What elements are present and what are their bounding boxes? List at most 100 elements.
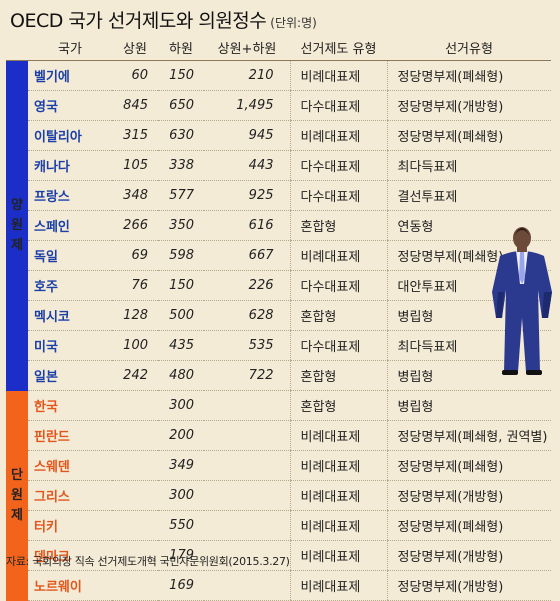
country-cell: 덴마크: [28, 540, 112, 571]
country-cell: 일본: [28, 360, 112, 391]
table-row: 호주 76 150 226 다수대표제 대안투표제: [6, 270, 551, 301]
election-type-cell: 결선투표제: [386, 180, 551, 211]
upper-seats-cell: 845: [112, 90, 158, 121]
lower-seats-cell: 435: [158, 330, 204, 361]
upper-seats-cell: 266: [112, 210, 158, 241]
election-type-cell: 정당명부제(개방형): [386, 90, 551, 121]
upper-seats-cell: 242: [112, 360, 158, 391]
system-cell: 비례대표제: [289, 240, 387, 271]
total-seats-cell: 925: [204, 180, 290, 211]
source-note: 자료: 국회의장 직속 선거제도개혁 국민자문위원회(2015.3.27): [6, 555, 290, 568]
system-cell: 다수대표제: [289, 150, 387, 181]
country-cell: 터키: [28, 510, 112, 541]
country-cell: 영국: [28, 90, 112, 121]
country-cell: 벨기에: [28, 60, 112, 91]
country-cell: 캐나다: [28, 150, 112, 181]
total-seats-cell: 628: [204, 300, 290, 331]
table-row: 독일 69 598 667 비례대표제 정당명부제(폐쇄형): [6, 240, 551, 271]
header-lower: 하원: [158, 34, 204, 61]
total-seats-cell: 535: [204, 330, 290, 361]
title-text: OECD 국가 선거제도와 의원정수: [10, 10, 267, 32]
group-label-text: 양원제: [11, 197, 23, 253]
header-row: 국가 상원 하원 상원+하원 선거제도 유형 선거유형: [6, 34, 551, 61]
lower-seats-cell: 630: [158, 120, 204, 151]
total-seats-cell: 210: [204, 60, 290, 91]
system-cell: 다수대표제: [289, 180, 387, 211]
lower-seats-cell: 300: [158, 390, 204, 421]
upper-seats-cell: [112, 570, 158, 601]
system-cell: 비례대표제: [289, 510, 387, 541]
election-type-cell: 정당명부제(폐쇄형): [386, 120, 551, 151]
table-row: 스페인 266 350 616 혼합형 연동형: [6, 210, 551, 241]
system-cell: 다수대표제: [289, 270, 387, 301]
table-row: 단원제 한국 300 혼합형 병립형: [6, 390, 551, 601]
lower-seats-cell: 480: [158, 360, 204, 391]
system-cell: 비례대표제: [289, 420, 387, 451]
upper-seats-cell: [112, 450, 158, 481]
header-group: [6, 34, 28, 61]
total-seats-cell: 226: [204, 270, 290, 301]
upper-seats-cell: [112, 420, 158, 451]
table-row: 스웨덴 349 비례대표제 정당명부제(폐쇄형): [6, 450, 551, 481]
election-type-cell: 병립형: [386, 390, 551, 421]
total-seats-cell: 667: [204, 240, 290, 271]
system-cell: 다수대표제: [289, 90, 387, 121]
total-seats-cell: 945: [204, 120, 290, 151]
lower-seats-cell: 338: [158, 150, 204, 181]
table-row: 그리스 300 비례대표제 정당명부제(개방형): [6, 480, 551, 511]
election-type-cell: 정당명부제(폐쇄형, 권역별): [386, 420, 551, 451]
total-seats-cell: [204, 540, 290, 571]
bicameral-group-label: 양원제: [6, 60, 28, 391]
system-cell: 비례대표제: [289, 570, 387, 601]
country-cell: 한국: [28, 390, 112, 421]
total-seats-cell: [204, 480, 290, 511]
lower-seats-cell: 500: [158, 300, 204, 331]
total-seats-cell: 722: [204, 360, 290, 391]
table-row: 덴마크 179 비례대표제 정당명부제(개방형): [6, 540, 551, 571]
system-cell: 혼합형: [289, 360, 387, 391]
upper-seats-cell: 60: [112, 60, 158, 91]
header-total: 상원+하원: [204, 34, 290, 61]
table-row: 일본 242 480 722 혼합형 병립형: [6, 360, 551, 391]
system-cell: 비례대표제: [289, 60, 387, 91]
upper-seats-cell: 105: [112, 150, 158, 181]
total-seats-cell: 443: [204, 150, 290, 181]
lower-seats-cell: 349: [158, 450, 204, 481]
table-row: 프랑스 348 577 925 다수대표제 결선투표제: [6, 180, 551, 211]
country-cell: 미국: [28, 330, 112, 361]
country-cell: 독일: [28, 240, 112, 271]
system-cell: 비례대표제: [289, 480, 387, 511]
election-type-cell: 정당명부제(개방형): [386, 570, 551, 601]
table-row: 양원제 벨기에 60 150 210 비례대표제 정당명부제(폐쇄형): [6, 60, 551, 391]
total-seats-cell: 616: [204, 210, 290, 241]
lower-seats-cell: 150: [158, 60, 204, 91]
businessman-illustration: [492, 227, 552, 375]
lower-seats-cell: 150: [158, 270, 204, 301]
upper-seats-cell: 76: [112, 270, 158, 301]
table-row: 노르웨이 169 비례대표제 정당명부제(개방형): [6, 570, 551, 601]
lower-seats-cell: 598: [158, 240, 204, 271]
table-row: 이탈리아 315 630 945 비례대표제 정당명부제(폐쇄형): [6, 120, 551, 151]
upper-seats-cell: 315: [112, 120, 158, 151]
country-cell: 노르웨이: [28, 570, 112, 601]
total-seats-cell: [204, 510, 290, 541]
upper-seats-cell: [112, 390, 158, 421]
election-type-cell: 정당명부제(개방형): [386, 540, 551, 571]
page-title: OECD 국가 선거제도와 의원정수 (단위:명): [10, 6, 317, 33]
lower-seats-cell: 650: [158, 90, 204, 121]
table-row: 멕시코 128 500 628 혼합형 병립형: [6, 300, 551, 331]
total-seats-cell: [204, 450, 290, 481]
total-seats-cell: [204, 390, 290, 421]
lower-seats-cell: 200: [158, 420, 204, 451]
election-type-cell: 최다득표제: [386, 150, 551, 181]
header-upper: 상원: [112, 34, 158, 61]
country-cell: 스페인: [28, 210, 112, 241]
country-cell: 호주: [28, 270, 112, 301]
lower-seats-cell: 169: [158, 570, 204, 601]
lower-seats-cell: 350: [158, 210, 204, 241]
country-cell: 스웨덴: [28, 450, 112, 481]
system-cell: 혼합형: [289, 300, 387, 331]
system-cell: 비례대표제: [289, 540, 387, 571]
total-seats-cell: [204, 420, 290, 451]
upper-seats-cell: 100: [112, 330, 158, 361]
